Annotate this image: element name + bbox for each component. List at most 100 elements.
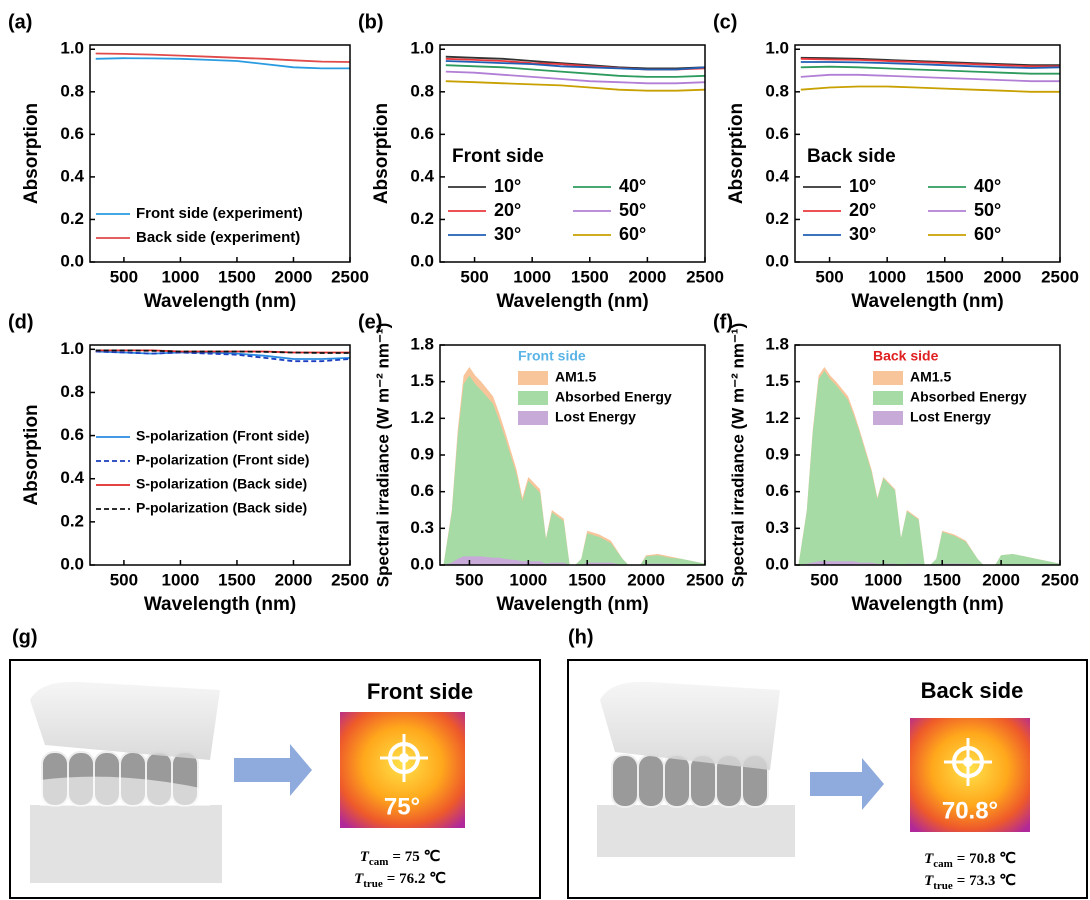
data-line [95,52,351,63]
data-line [445,60,706,71]
legend-label: Absorbed Energy [910,389,1027,405]
y-tick-label: 0.4 [60,166,84,185]
y-tick-label: 0.0 [410,251,434,270]
y-tick-label: 0.4 [765,166,789,185]
y-tick-label: 0.4 [410,166,434,185]
x-axis-label: Wavelength (nm) [144,594,296,615]
x-tick-label: 1000 [162,570,200,589]
x-tick-label: 2500 [686,267,724,286]
panel-frame [9,659,541,899]
legend-label: Lost Energy [555,409,636,425]
x-tick-label: 1000 [868,267,906,286]
x-axis-label: Wavelength (nm) [496,594,648,615]
x-tick-label: 1500 [926,267,964,286]
x-tick-label: 2000 [275,570,313,589]
y-tick-label: 0.3 [765,518,789,537]
thermal-image [910,718,1030,832]
data-area [798,561,1060,565]
y-tick-label: 0.0 [765,554,789,573]
data-line [800,65,1060,75]
y-tick-label: 0.2 [60,511,84,530]
data-line [95,350,351,363]
data-line [800,61,1061,69]
x-tick-label: 2000 [983,267,1021,286]
x-tick-label: 1000 [513,267,551,286]
data-line [95,57,350,70]
legend-label: 20° [494,200,521,220]
thermal-image [340,712,465,828]
legend-label: 30° [494,224,521,244]
x-tick-label: 500 [810,570,838,589]
x-tick-label: 500 [110,570,138,589]
data-area [443,375,705,565]
y-tick-label: 1.5 [410,371,434,390]
legend-title: Front side [452,146,544,167]
y-axis-label: Absorption [21,103,42,204]
y-axis-label: Absorption [371,103,392,204]
x-tick-label: 1500 [218,570,256,589]
legend-swatch [518,391,548,405]
data-line [445,64,706,78]
plot-frame [794,44,1061,263]
data-line [445,80,706,92]
legend-label: 20° [849,200,876,220]
y-tick-label: 1.8 [410,334,434,353]
panel-frame [567,659,1088,899]
legend-label: 40° [974,176,1001,196]
panel-label: (d) [8,311,34,333]
y-tick-label: 1.0 [60,39,84,58]
data-line [800,73,1060,83]
y-tick-label: 1.8 [765,334,789,353]
x-axis-label: Wavelength (nm) [851,594,1003,615]
panel-label: (e) [358,311,382,333]
y-axis-label: Spectral irradiance (W m⁻² nm⁻¹) [728,323,747,588]
legend-label: 40° [619,176,646,196]
y-tick-label: 1.2 [410,408,434,427]
sample-illustration [30,681,222,883]
x-tick-label: 2500 [1041,570,1079,589]
arrow [810,758,884,810]
x-tick-label: 1000 [509,570,547,589]
x-axis-label: Wavelength (nm) [496,291,648,312]
y-tick-label: 0.0 [60,251,84,270]
x-tick-label: 2500 [686,570,724,589]
legend-swatch [873,411,903,425]
data-line [95,349,350,354]
y-tick-label: 0.8 [60,81,84,100]
y-tick-label: 0.0 [410,554,434,573]
y-tick-label: 0.2 [765,209,789,228]
legend-label: 50° [974,200,1001,220]
y-tick-label: 0.8 [60,382,84,401]
legend-swatch [518,411,548,425]
x-tick-label: 1500 [923,570,961,589]
legend-label: S-polarization (Front side) [136,428,309,444]
panel-label: (c) [713,11,737,33]
legend-label: AM1.5 [555,369,596,385]
legend-label: 10° [849,176,876,196]
y-tick-label: 0.8 [765,81,789,100]
x-tick-label: 2500 [331,267,369,286]
y-tick-label: 0.6 [60,124,84,143]
y-tick-label: 0.6 [765,124,789,143]
formula: Ttrue = 76.2 ℃ [354,871,446,889]
y-tick-label: 1.0 [765,39,789,58]
x-tick-label: 500 [110,267,138,286]
x-tick-label: 500 [455,570,483,589]
y-axis-label: Spectral irradiance (W m⁻² nm⁻¹) [373,323,392,588]
legend-label: S-polarization (Back side) [136,476,307,492]
y-tick-label: 1.2 [765,408,789,427]
y-tick-label: 0.6 [60,425,84,444]
x-tick-label: 1500 [218,267,256,286]
data-line [800,56,1060,67]
formula: Tcam = 75 ℃ [360,849,441,867]
y-tick-label: 1.0 [60,339,84,358]
x-tick-label: 2000 [627,570,665,589]
y-tick-label: 0.0 [60,554,84,573]
x-axis-label: Wavelength (nm) [851,291,1003,312]
legend-label: 50° [619,200,646,220]
legend-title: Back side [807,146,896,167]
y-axis-label: Absorption [21,404,42,505]
y-tick-label: 0.9 [410,444,434,463]
y-tick-label: 0.6 [765,481,789,500]
data-area [798,370,1060,565]
